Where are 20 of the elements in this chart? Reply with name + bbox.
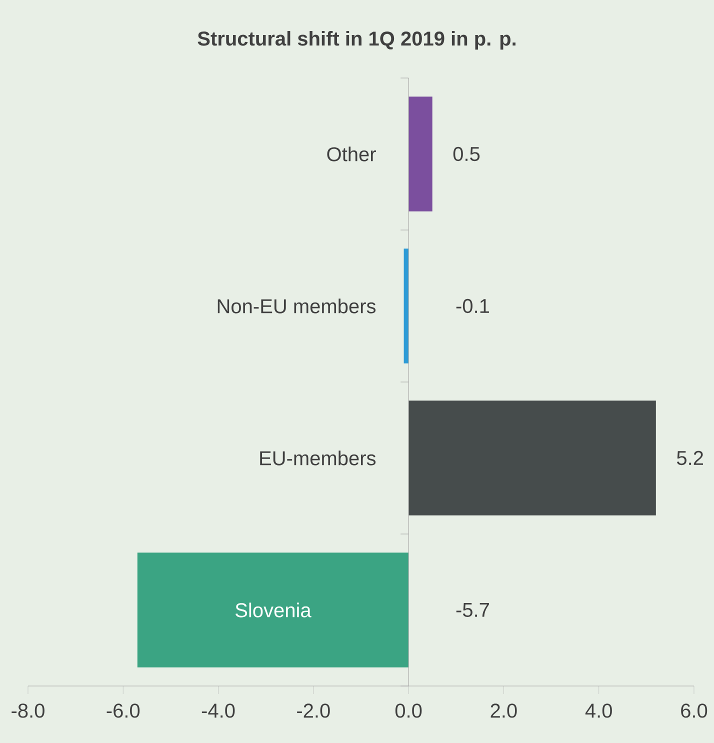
data-label: -0.1 — [456, 298, 489, 314]
chart-title: Structural shift in 1Q 2019 in p. p. — [198, 31, 516, 50]
x-tick-label: -8.0 — [12, 704, 44, 718]
y-tick-label: Other — [327, 146, 376, 162]
bar — [408, 96, 432, 212]
x-tick-label: -6.0 — [106, 704, 140, 718]
x-tick-label: -2.0 — [297, 704, 330, 718]
bar — [408, 400, 656, 516]
data-label: 5.2 — [676, 450, 703, 466]
data-label: 0.5 — [453, 146, 480, 162]
data-label: -5.7 — [456, 603, 489, 617]
x-tick-label: 4.0 — [585, 704, 612, 718]
y-tick-label: Slovenia — [236, 602, 312, 618]
x-tick-label: -4.0 — [202, 704, 235, 718]
y-tick-label: Non-EU members — [218, 298, 376, 314]
x-tick-label: 0.0 — [395, 704, 422, 718]
x-tick-label: 2.0 — [490, 704, 517, 718]
y-tick-label: EU-members — [260, 450, 376, 466]
x-tick-label: 6.0 — [681, 704, 708, 718]
bar — [137, 552, 409, 668]
